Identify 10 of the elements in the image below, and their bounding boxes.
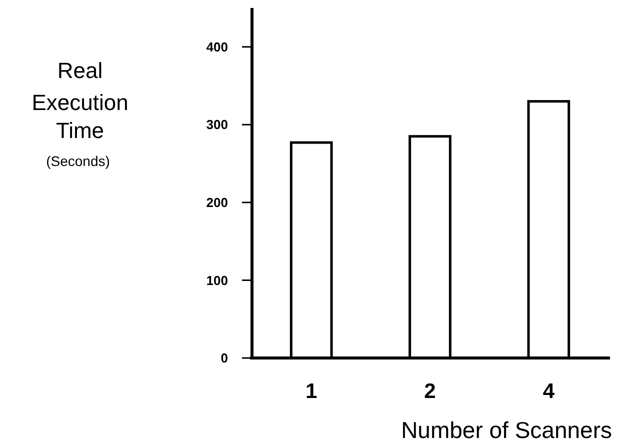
x-tick-label: 4: [542, 380, 555, 403]
y-tick-label: 300: [206, 117, 228, 132]
x-tick-label: 1: [305, 380, 318, 403]
y-tick-label: 200: [206, 194, 228, 210]
x-axis-title: Number of Scanners: [401, 417, 612, 443]
y-tick-label: 100: [206, 272, 228, 288]
y-tick-label: 400: [206, 39, 228, 54]
x-tick-label: 2: [424, 380, 436, 403]
y-axis-title: Real Execution Time (Seconds): [32, 58, 128, 169]
y-tick-label: 0: [220, 350, 228, 366]
